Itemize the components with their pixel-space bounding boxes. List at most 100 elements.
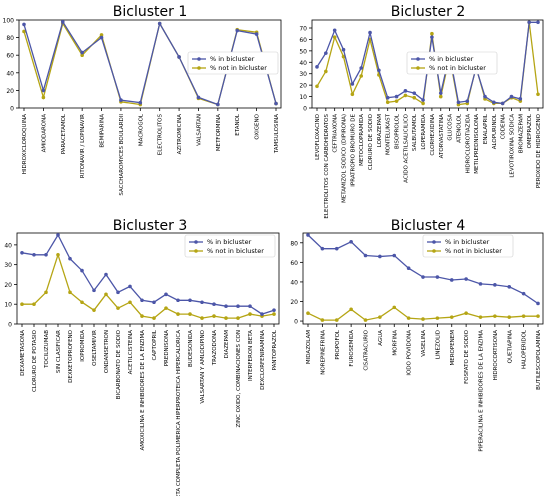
data-point bbox=[412, 91, 417, 95]
x-tick-label: TRAZODONA bbox=[212, 330, 218, 366]
x-tick-label: MORFINA bbox=[392, 330, 398, 356]
data-point bbox=[536, 92, 540, 97]
y-tick-label: 40 bbox=[6, 70, 14, 77]
data-point bbox=[536, 20, 540, 25]
legend-label: % in bicluster bbox=[429, 55, 474, 63]
x-tick-label: GLUCOSA bbox=[448, 114, 454, 141]
data-point bbox=[164, 292, 168, 297]
x-tick-label: PEROXIDO DE HIDROGENO bbox=[536, 113, 542, 188]
y-tick-label: 80 bbox=[290, 240, 298, 247]
y-tick-label: 0 bbox=[303, 106, 307, 113]
data-point bbox=[527, 20, 531, 25]
data-point bbox=[80, 53, 84, 57]
data-point bbox=[272, 308, 276, 312]
x-tick-label: ACETILCISTEINA bbox=[128, 330, 134, 375]
data-point bbox=[235, 28, 240, 33]
x-tick-label: METOCLOPRAMIDA bbox=[359, 114, 365, 166]
data-point bbox=[152, 300, 156, 305]
data-point bbox=[478, 282, 483, 286]
x-tick-label: FUROSEMIDA bbox=[349, 330, 355, 367]
data-point bbox=[315, 65, 319, 69]
data-point bbox=[236, 316, 240, 320]
y-tick-label: 80 bbox=[6, 35, 14, 42]
x-tick-label: LEVOFLOXACINO bbox=[315, 113, 321, 160]
data-point bbox=[68, 256, 72, 261]
x-tick-label: HALOPERIDOL bbox=[522, 329, 528, 369]
data-point bbox=[349, 240, 353, 244]
data-point bbox=[104, 272, 108, 277]
data-point bbox=[377, 68, 381, 73]
x-tick-label: PARACETAMOL bbox=[61, 113, 67, 154]
x-tick-label: DIAZEPAM bbox=[224, 330, 230, 359]
x-tick-label: OXIGENO bbox=[255, 113, 261, 139]
data-point bbox=[368, 30, 372, 35]
x-tick-label: MIDAZOLAM bbox=[306, 330, 312, 364]
data-point bbox=[236, 304, 240, 308]
y-tick-label: 20 bbox=[6, 88, 14, 95]
x-tick-label: CODEINA bbox=[501, 114, 507, 140]
chart-panel-2: Bicluster 2 0 10 20 30 40 50 60 70 LEVOFLOXACINO… bbox=[299, 4, 544, 219]
x-tick-label: IOPROMIDA bbox=[80, 330, 86, 362]
plot-frame bbox=[16, 232, 280, 325]
x-tick-label: BUTILESCOPOLAMINA bbox=[536, 330, 542, 390]
x-tick-label: SIN CLASIFICAR bbox=[56, 330, 62, 373]
plot-frame bbox=[311, 19, 544, 109]
data-point bbox=[254, 32, 259, 36]
data-point bbox=[99, 35, 104, 40]
data-point bbox=[60, 19, 65, 24]
plot-area: 0 20 40 60 80 MIDAZOLAM NOREPINEFRINA PROPOFOL F… bbox=[290, 232, 544, 452]
x-tick-label: MONTELUKAST bbox=[386, 113, 392, 155]
x-tick-label: HIDROXICLOROQUINA bbox=[22, 114, 28, 174]
x-tick-label: IODO POVIDONA bbox=[407, 330, 413, 376]
y-tick-label: 40 bbox=[4, 242, 12, 249]
x-tick-label: BEMIPARINA bbox=[100, 114, 106, 148]
y-tick-label: 10 bbox=[4, 302, 12, 309]
data-point bbox=[464, 277, 468, 281]
data-point bbox=[80, 50, 84, 55]
x-tick-label: ENALAPRIL bbox=[483, 113, 489, 144]
data-point bbox=[212, 314, 216, 318]
data-point bbox=[128, 300, 132, 305]
data-point bbox=[464, 311, 468, 316]
x-tick-label: ONDANSETRON bbox=[104, 330, 110, 373]
data-point bbox=[359, 74, 364, 78]
legend-marker bbox=[416, 66, 420, 70]
data-point bbox=[334, 318, 339, 322]
x-tick-label: FOSFATO DE SODIO bbox=[464, 329, 470, 384]
legend-marker bbox=[432, 249, 436, 253]
x-tick-label: AMIODARONA bbox=[41, 114, 47, 153]
x-tick-label: LOPERAMIDA bbox=[421, 114, 427, 150]
x-tick-label: TOCILIZUMAB bbox=[44, 330, 50, 369]
data-point bbox=[140, 298, 144, 303]
x-tick-label: ETANOL bbox=[235, 113, 241, 136]
data-point bbox=[32, 252, 36, 257]
x-tick-label: PIPERACILINA E INHIBIDORES DE LA ENZIMA bbox=[479, 330, 485, 452]
x-tick-label: MEROPENEM bbox=[450, 330, 456, 366]
x-tick-label: ELECTROLITOS bbox=[158, 113, 164, 155]
data-point bbox=[332, 35, 337, 39]
data-point bbox=[92, 288, 96, 293]
data-point bbox=[518, 97, 523, 101]
data-point bbox=[378, 315, 382, 319]
data-point bbox=[41, 95, 46, 100]
data-point bbox=[20, 250, 24, 255]
data-point bbox=[140, 314, 144, 318]
data-point bbox=[421, 275, 425, 279]
legend-marker bbox=[197, 57, 201, 61]
x-tick-label: DEXCLORFENIRAMINA bbox=[260, 330, 266, 390]
legend-label: % not in bicluster bbox=[207, 247, 264, 255]
data-point bbox=[359, 66, 364, 70]
plot-area: 0 10 20 30 40 DEXAMETASONA CLORURO DE POTASIO T… bbox=[4, 232, 280, 496]
data-point bbox=[44, 290, 48, 295]
legend-marker bbox=[432, 240, 436, 244]
data-point bbox=[177, 55, 181, 59]
data-point bbox=[216, 102, 220, 107]
data-point bbox=[332, 28, 337, 33]
y-tick-label: 20 bbox=[290, 299, 298, 306]
data-point bbox=[500, 101, 505, 106]
data-point bbox=[176, 298, 180, 303]
data-point bbox=[385, 100, 390, 105]
x-tick-label: VALSARTAN bbox=[196, 114, 202, 146]
data-point bbox=[196, 95, 201, 100]
data-point bbox=[22, 22, 26, 27]
